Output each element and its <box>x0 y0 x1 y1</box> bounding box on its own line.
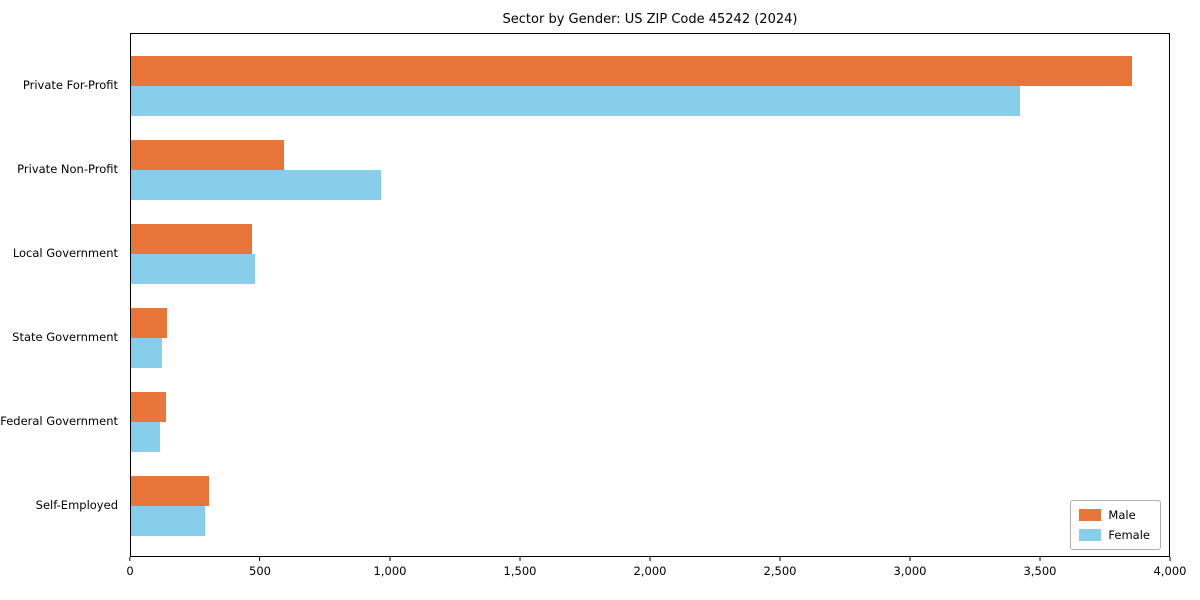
x-tick-label: 2,000 <box>633 564 667 578</box>
x-tick-mark <box>259 557 261 561</box>
x-tick: 500 <box>249 557 271 578</box>
x-tick-label: 3,500 <box>1023 564 1057 578</box>
x-tick-label: 1,000 <box>373 564 407 578</box>
y-tick-label: Self-Employed <box>35 498 118 512</box>
x-tick: 2,500 <box>763 557 797 578</box>
x-tick-mark <box>129 557 131 561</box>
legend: Male Female <box>1070 500 1161 550</box>
x-tick-label: 2,500 <box>763 564 797 578</box>
legend-label-female: Female <box>1108 528 1150 542</box>
bar-female-6 <box>131 506 206 536</box>
y-tick-label: State Government <box>12 330 118 344</box>
bar-male-1 <box>131 56 1132 86</box>
x-tick: 3,500 <box>1023 557 1057 578</box>
x-tick-label: 0 <box>126 564 134 578</box>
x-tick-label: 3,000 <box>893 564 927 578</box>
bar-female-5 <box>131 422 160 452</box>
x-tick-mark <box>1169 557 1171 561</box>
legend-row-male: Male <box>1079 508 1150 522</box>
bar-male-3 <box>131 224 252 254</box>
y-tick-label: Private Non-Profit <box>17 162 118 176</box>
legend-swatch-male <box>1079 509 1102 521</box>
x-tick-label: 1,500 <box>503 564 537 578</box>
y-tick-label: Private For-Profit <box>22 78 118 92</box>
x-tick-label: 4,000 <box>1153 564 1187 578</box>
x-tick-mark <box>779 557 781 561</box>
bar-male-6 <box>131 476 209 506</box>
y-tick-label: Local Government <box>12 246 118 260</box>
bar-male-2 <box>131 140 285 170</box>
legend-label-male: Male <box>1108 508 1136 522</box>
legend-row-female: Female <box>1079 528 1150 542</box>
x-tick: 1,000 <box>373 557 407 578</box>
y-tick-label: Federal Government <box>0 414 118 428</box>
x-tick-label: 500 <box>249 564 271 578</box>
x-tick: 4,000 <box>1153 557 1187 578</box>
x-tick: 2,000 <box>633 557 667 578</box>
chart-title: Sector by Gender: US ZIP Code 45242 (202… <box>502 12 798 27</box>
bar-female-3 <box>131 254 255 284</box>
x-tick: 0 <box>126 557 134 578</box>
x-tick: 1,500 <box>503 557 537 578</box>
bar-male-5 <box>131 392 167 422</box>
x-tick-mark <box>1039 557 1041 561</box>
bar-female-1 <box>131 86 1021 116</box>
bar-female-4 <box>131 338 163 368</box>
bar-female-2 <box>131 170 381 200</box>
plot-area: Male Female <box>130 33 1170 557</box>
legend-swatch-female <box>1079 529 1102 541</box>
x-tick: 3,000 <box>893 557 927 578</box>
x-tick-mark <box>649 557 651 561</box>
x-axis-ticks: 0 500 1,000 1,500 2,000 2,500 3,000 3,500 4,000 <box>126 557 1186 587</box>
x-tick-mark <box>389 557 391 561</box>
y-axis-labels: Private For-Profit Private Non-Profit Loca… <box>0 33 124 557</box>
x-tick-mark <box>909 557 911 561</box>
x-tick-mark <box>519 557 521 561</box>
bar-male-4 <box>131 308 168 338</box>
